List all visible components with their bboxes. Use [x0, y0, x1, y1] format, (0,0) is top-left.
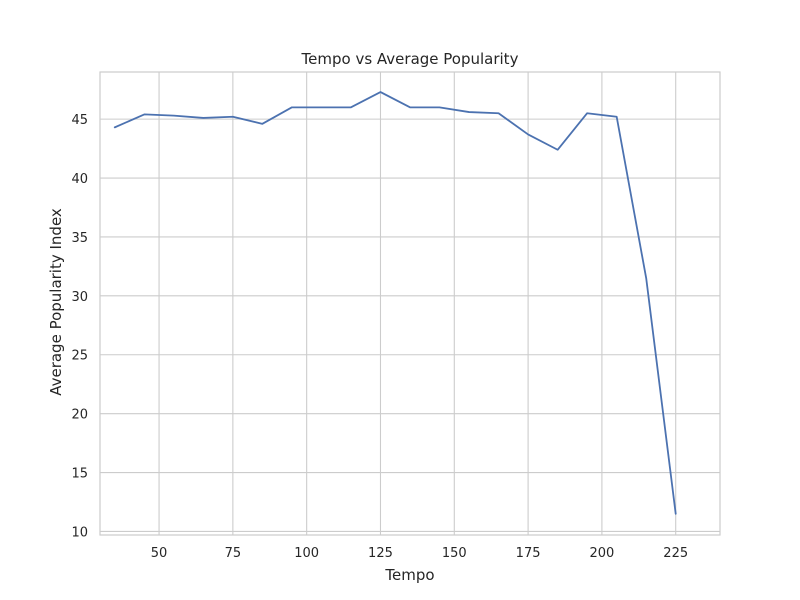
x-tick-label: 150: [442, 546, 467, 561]
y-tick-label: 20: [71, 408, 88, 423]
series-line: [113, 91, 677, 515]
y-tick-label: 40: [71, 172, 88, 187]
plot-background: [100, 72, 720, 535]
plot-frame: [99, 71, 721, 536]
x-tick-label: 50: [151, 546, 168, 561]
plot-area: [99, 71, 721, 536]
y-tick-label: 30: [71, 290, 88, 305]
x-tick-label: 100: [294, 546, 319, 561]
y-tick-label: 25: [71, 349, 88, 364]
series-layer: [113, 91, 677, 515]
x-tick-label: 175: [516, 546, 541, 561]
y-gridlines: [100, 118, 720, 533]
chart-title: Tempo vs Average Popularity: [301, 50, 519, 68]
y-axis-label: Average Popularity Index: [47, 208, 65, 396]
y-tick-label: 10: [71, 525, 88, 540]
x-tick-label: 225: [663, 546, 688, 561]
x-tick-label: 125: [368, 546, 393, 561]
x-tick-label: 200: [589, 546, 614, 561]
x-axis-label: Tempo: [384, 566, 434, 584]
y-tick-label: 45: [71, 113, 88, 128]
x-tick-label: 75: [225, 546, 242, 561]
y-tick-label: 15: [71, 467, 88, 482]
x-tick-labels: 50 75 100 125 150 175 200 225: [151, 546, 688, 561]
x-gridlines: [158, 72, 677, 535]
y-tick-label: 35: [71, 231, 88, 246]
y-tick-labels: 10 15 20 25 30 35 40 45: [71, 113, 88, 540]
